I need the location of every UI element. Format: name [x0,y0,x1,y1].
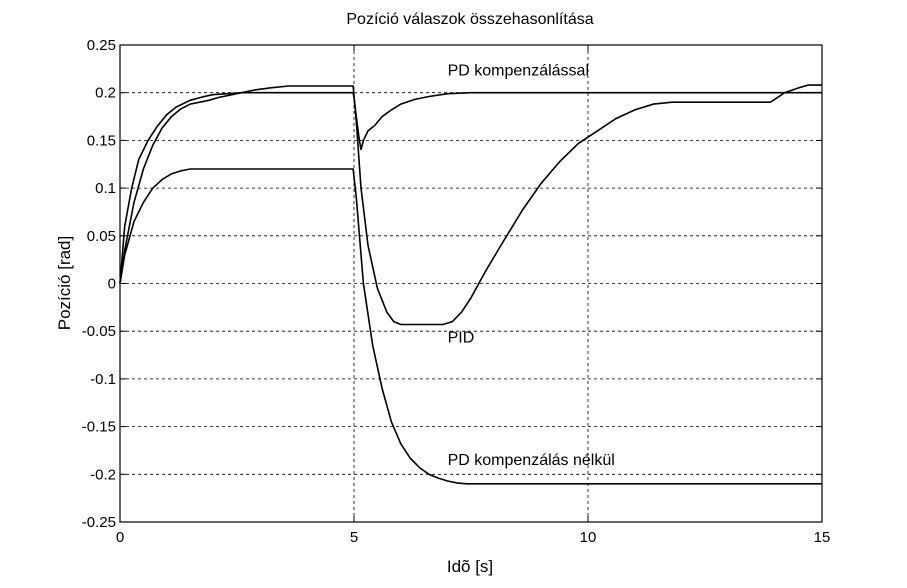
x-tick-label: 5 [350,529,358,546]
axis-ticks: 0 5 10 15 -0.25 -0.2 -0.15 -0.1 -0.05 0 0.05 0.1 0.1… [82,37,831,546]
y-tick-label: 0.1 [95,180,116,197]
data-series [119,84,822,485]
y-tick-label: 0.15 [87,132,116,149]
y-tick-label: 0 [108,276,116,293]
series-annotation: PD kompenzálás nélkül [448,452,615,469]
y-tick-label: -0.1 [90,371,116,388]
y-tick-label: -0.15 [82,419,116,436]
x-tick-label: 15 [814,529,831,546]
y-tick-label: -0.2 [90,466,116,483]
y-tick-label: 0.05 [87,228,116,245]
y-tick-label: 0.25 [87,37,116,54]
chart-title: Pozíció válaszok összehasonlítása [346,11,593,28]
series-annotation: PID [448,330,475,347]
x-axis-label: Idõ [s] [447,557,493,576]
series-line-1 [119,84,822,326]
y-tick-label: -0.25 [82,514,116,531]
series-annotation: PD kompenzálással [448,63,589,80]
x-tick-label: 0 [116,529,124,546]
series-line-2 [119,168,822,485]
y-axis-label: Pozíció [rad] [55,236,74,331]
x-tick-label: 10 [580,529,597,546]
y-tick-label: 0.2 [95,85,116,102]
series-annotations: PD kompenzálással PID PD kompenzálás nélkü… [448,63,615,469]
y-tick-label: -0.05 [82,323,116,340]
